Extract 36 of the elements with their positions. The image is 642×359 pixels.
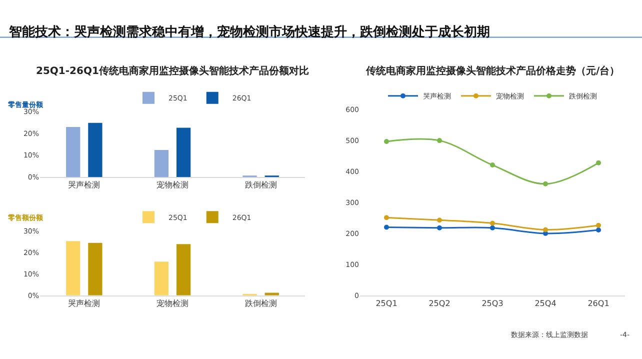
point bbox=[543, 181, 548, 186]
chart-title: 传统电商家用监控摄像头智能技术产品价格走势（元/台） bbox=[365, 65, 620, 77]
bar bbox=[66, 241, 80, 296]
point bbox=[384, 138, 389, 144]
text: 智能技术：哭声检测需求稳中有增，宠物检测市场快速提升，跌倒检测处于成长初期 bbox=[8, 24, 490, 40]
bar bbox=[66, 127, 80, 178]
chart-title: 25Q1-26Q1传统电商家用监控摄像头智能技术产品份额对比 bbox=[36, 65, 309, 77]
x-tick-label: 25Q4 bbox=[534, 298, 556, 308]
point bbox=[384, 215, 389, 220]
x-tick-label: 宠物检测 bbox=[156, 298, 188, 308]
point bbox=[437, 138, 442, 144]
bar bbox=[154, 262, 169, 296]
x-tick-label: 跌倒检测 bbox=[244, 180, 277, 190]
x-tick-label: 26Q1 bbox=[588, 298, 610, 308]
x-tick-label: 25Q1 bbox=[376, 298, 398, 308]
bar bbox=[176, 128, 191, 178]
x-tick-label: 宠物检测 bbox=[156, 180, 188, 190]
point bbox=[437, 225, 442, 230]
bar bbox=[88, 242, 102, 296]
point bbox=[437, 218, 442, 223]
x-tick-label: 25Q3 bbox=[482, 298, 504, 308]
bar bbox=[88, 122, 102, 178]
point bbox=[596, 160, 601, 166]
point bbox=[384, 224, 389, 230]
x-tick-label: 25Q2 bbox=[428, 298, 450, 308]
x-tick-label: 哭声检测 bbox=[68, 298, 100, 308]
point bbox=[490, 225, 495, 230]
x-tick-label: 哭声检测 bbox=[68, 180, 100, 190]
point bbox=[596, 228, 601, 233]
bar bbox=[176, 244, 191, 296]
bar bbox=[154, 150, 169, 178]
point bbox=[543, 227, 548, 232]
point bbox=[490, 220, 495, 226]
point bbox=[490, 162, 495, 168]
point bbox=[596, 222, 601, 228]
x-tick-label: 跌倒检测 bbox=[244, 298, 277, 308]
